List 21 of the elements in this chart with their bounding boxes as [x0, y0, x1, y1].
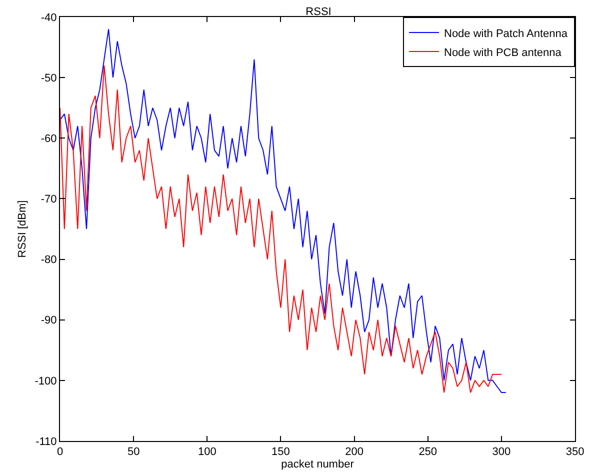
x-axis-title: packet number — [281, 458, 354, 470]
x-tick-label: 50 — [127, 446, 140, 458]
x-tick-label: 150 — [272, 446, 290, 458]
x-tick-label: 300 — [492, 446, 511, 458]
y-tick-label: -110 — [36, 436, 57, 448]
legend-label: Node with PCB antenna — [444, 46, 562, 59]
y-tick-label: -80 — [40, 254, 57, 266]
y-tick-label: -50 — [40, 72, 57, 84]
x-tick-label: 350 — [566, 446, 584, 458]
y-tick-label: -100 — [34, 375, 57, 388]
x-tick-label: 100 — [198, 446, 216, 458]
y-tick-label: -60 — [40, 132, 57, 145]
y-tick-label: -90 — [40, 314, 57, 327]
y-tick-label: -70 — [40, 194, 57, 206]
chart-title: RSSI — [306, 6, 332, 18]
y-tick-label: -40 — [40, 12, 57, 24]
x-tick-label: 0 — [56, 446, 64, 458]
x-tick-label: 200 — [345, 446, 364, 458]
legend-label: Node with Patch Antenna — [444, 28, 568, 40]
y-axis-title: RSSI [dBm] — [16, 200, 28, 258]
x-tick-label: 250 — [418, 446, 438, 458]
